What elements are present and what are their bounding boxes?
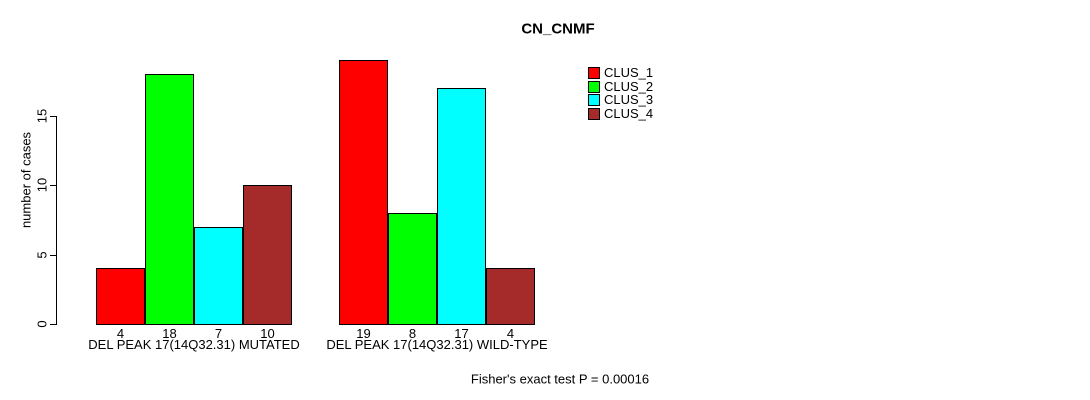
bar-value-label: 10 <box>260 326 275 341</box>
bar-clus_2 <box>388 213 437 325</box>
legend-swatch-clus_1 <box>588 66 600 79</box>
bar-clus_1 <box>339 60 388 325</box>
bar-value-label: 19 <box>356 326 371 341</box>
bar-clus_3 <box>437 88 486 325</box>
legend-label: CLUS_3 <box>604 92 654 107</box>
y-tick-label: 0 <box>34 320 50 328</box>
bar-value-label: 8 <box>408 326 417 341</box>
x-axis-group-label: DEL PEAK 17(14Q32.31) MUTATED <box>88 337 300 352</box>
legend-item: CLUS_1 <box>588 66 653 79</box>
legend-item: CLUS_3 <box>588 93 653 106</box>
y-axis-tick <box>50 185 56 186</box>
legend-label: CLUS_1 <box>604 65 654 80</box>
y-axis-tick <box>50 116 56 117</box>
legend-item: CLUS_2 <box>588 80 653 93</box>
y-tick-label: 10 <box>34 177 50 193</box>
bar-value-label: 7 <box>214 326 223 341</box>
fisher-test-annotation: Fisher's exact test P = 0.00016 <box>470 371 650 387</box>
bar-value-label: 17 <box>454 326 469 341</box>
bar-value-label: 4 <box>116 326 125 341</box>
legend-swatch-clus_4 <box>588 107 600 120</box>
legend-label: CLUS_4 <box>604 106 654 121</box>
bar-value-label: 18 <box>162 326 177 341</box>
legend-item: CLUS_4 <box>588 107 653 120</box>
legend-label: CLUS_2 <box>604 79 654 94</box>
y-axis-tick <box>50 324 56 325</box>
bar-clus_1 <box>96 268 145 325</box>
y-axis-tick <box>50 255 56 256</box>
bar-clus_4 <box>486 268 535 325</box>
bar-value-label: 4 <box>506 326 515 341</box>
legend-swatch-clus_2 <box>588 80 600 93</box>
x-axis-group-label: DEL PEAK 17(14Q32.31) WILD-TYPE <box>326 337 548 352</box>
y-tick-label: 15 <box>34 108 50 124</box>
bar-clus_2 <box>145 74 194 325</box>
y-tick-label: 5 <box>34 251 50 259</box>
bar-clus_4 <box>243 185 292 325</box>
chart-title: CN_CNMF <box>521 20 595 38</box>
y-axis-line <box>56 116 57 325</box>
y-axis-label: number of cases <box>18 131 34 229</box>
legend-swatch-clus_3 <box>588 93 600 106</box>
bar-clus_3 <box>194 227 243 325</box>
